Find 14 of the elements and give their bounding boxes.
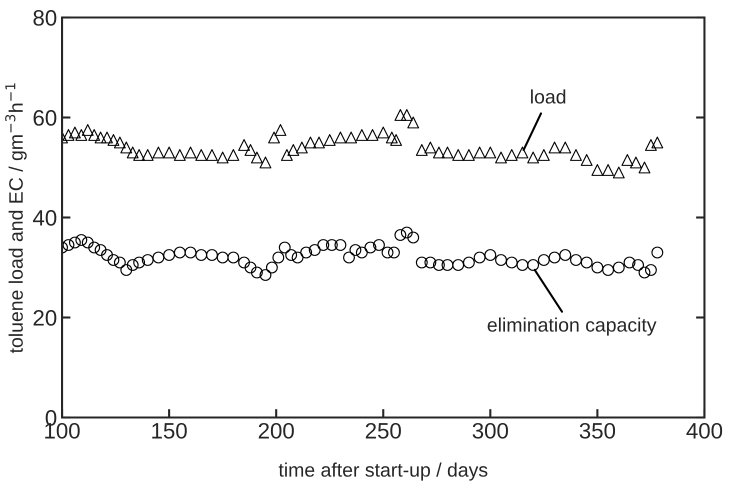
y-tick-label: 20 xyxy=(34,310,56,326)
x-tick-label: 350 xyxy=(580,422,616,439)
x-tick-label: 200 xyxy=(258,422,294,439)
y-axis-title: toluene load and EC / gm$^{−3}$h$^{−1}$ xyxy=(5,83,27,354)
y-tick-label: 60 xyxy=(34,110,56,126)
annotation: load xyxy=(531,89,566,104)
y-tick-label: 40 xyxy=(32,210,56,226)
x-tick-label: 150 xyxy=(152,422,187,439)
annotation: elimination capacity xyxy=(488,318,656,336)
x-axis-title: time after start-up / days xyxy=(278,462,488,481)
x-tick-label: 300 xyxy=(472,422,508,439)
y-tick-label: 80 xyxy=(33,10,56,26)
x-tick-label: 250 xyxy=(366,422,401,439)
x-tick-label: 400 xyxy=(686,422,722,439)
